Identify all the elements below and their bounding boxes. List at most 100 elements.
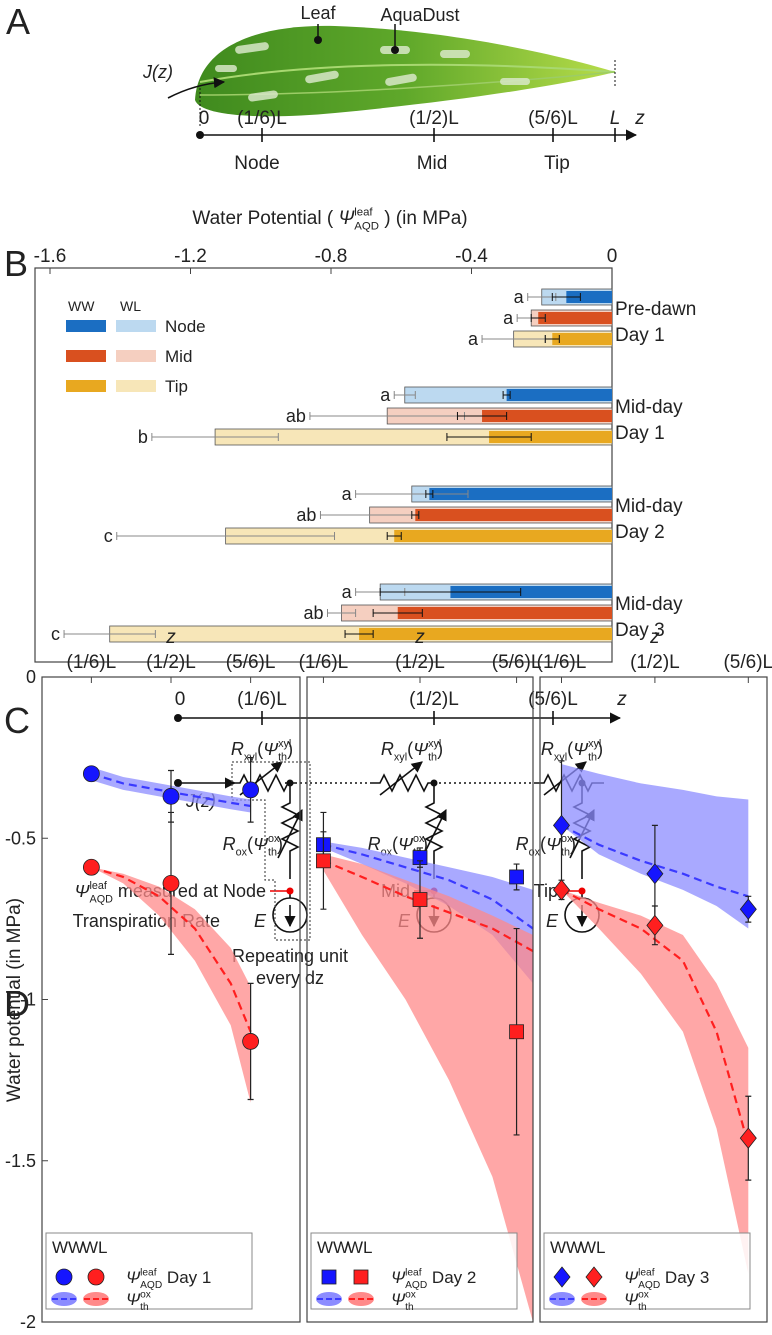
fit-line (560, 824, 749, 898)
legend-label: Ψleaf AQD Day 1 (126, 1267, 211, 1291)
resistor-label: Rxyl(Ψxyl th) (231, 738, 293, 764)
axis-tick-label: 0 (199, 108, 210, 129)
fit-line (91, 866, 252, 1033)
bar-ww (489, 431, 612, 443)
error-bar-ww (446, 433, 532, 441)
fit-band (323, 841, 533, 984)
fit-line (560, 888, 750, 1145)
category-label: Day 2 (615, 522, 665, 543)
error-bar-wl (63, 630, 156, 638)
axis-label: z (634, 108, 645, 129)
error-bar-wl (326, 609, 357, 617)
text-part: th (278, 751, 287, 763)
panel-label: C (4, 700, 30, 741)
legend-label: Ψox th (126, 1289, 151, 1313)
text-part: ) (597, 739, 603, 759)
text-part: ) (277, 834, 283, 854)
bar-ww (566, 291, 612, 303)
point (646, 914, 664, 936)
legend-swatch (116, 350, 156, 362)
bar-ww (552, 333, 612, 345)
significance-letter: ab (296, 505, 316, 525)
text-part: Ψ (413, 739, 429, 759)
text-part: ox (405, 1289, 416, 1300)
panel-label: A (6, 1, 30, 42)
text-part: Ψ (338, 208, 355, 229)
text-part: Ψ (624, 1268, 639, 1287)
category-label: Day 1 (615, 423, 665, 444)
point (82, 858, 100, 876)
note: Repeating unit (232, 946, 348, 966)
legend-header: WL (82, 1238, 108, 1257)
error-bar-wl (151, 433, 279, 441)
text-part: xyl (278, 738, 291, 750)
point (321, 1269, 337, 1285)
significance-letter: a (342, 484, 353, 504)
text-part: ox (236, 846, 248, 858)
point (55, 1268, 73, 1286)
error-bar-ww (379, 588, 522, 596)
text-part: Ψ (398, 834, 414, 854)
text-part: Ψ (624, 1290, 639, 1309)
text-part: th (405, 1302, 414, 1313)
error-bar-wl (355, 490, 469, 498)
text-part: ) (in MPa) (379, 208, 468, 229)
legend-header: WW (52, 1238, 84, 1257)
text-part: th (588, 751, 597, 763)
point (316, 853, 331, 869)
error-bar-ww (551, 293, 581, 301)
text-part: Ψ (253, 834, 269, 854)
legend-swatch (116, 320, 156, 332)
note: every dz (256, 968, 324, 988)
legend-swatch (66, 320, 106, 332)
point (552, 879, 571, 901)
y-tick-label: -2 (20, 1312, 36, 1332)
text-part: AQD (140, 1280, 162, 1291)
text-part: R (368, 834, 381, 854)
error-bar-ww (502, 391, 511, 399)
legend-header: WW (550, 1238, 582, 1257)
text-part: xyl (554, 751, 567, 763)
legend-header: WW (68, 298, 95, 314)
text-part: xyl (588, 738, 601, 750)
text-part: ox (268, 833, 280, 845)
fit-band (561, 889, 749, 1274)
chart-title: Water Potential ( Ψleaf AQD ) (in MPa) (192, 206, 467, 232)
x-tick-label: (1/6)L (537, 652, 587, 673)
significance-letter: a (503, 308, 514, 328)
text-part: R (541, 739, 554, 759)
significance-letter: ab (286, 406, 306, 426)
text-part: leaf (638, 1267, 655, 1278)
y-tick-label: -1.5 (5, 1151, 36, 1171)
text-part: Ψ (573, 739, 589, 759)
text-part: ) (422, 834, 428, 854)
point (162, 875, 180, 892)
position-label: Tip (544, 153, 570, 174)
legend-swatch (66, 350, 106, 362)
legend-frame (310, 1232, 518, 1310)
point (646, 863, 664, 885)
significance-letter: b (138, 427, 148, 447)
text-part: Ψ (75, 881, 91, 901)
text-part: xyl (394, 751, 407, 763)
text-part: ( (392, 834, 398, 854)
text-part: Water Potential ( (192, 208, 338, 229)
point (82, 765, 100, 783)
bar-ww (397, 607, 612, 619)
significance-letter: a (514, 287, 525, 307)
legend-label: Tip (165, 377, 188, 396)
error-bar-ww (344, 630, 374, 638)
text-part: leaf (405, 1267, 422, 1278)
fit-band (323, 854, 533, 1322)
x-tick-label: -1.2 (174, 246, 207, 267)
text-part: th (561, 846, 570, 858)
legend-header: WL (120, 298, 141, 314)
y-axis-label: Water potential (in MPa) (4, 898, 25, 1102)
text-part: R (516, 834, 529, 854)
significance-letter: ab (303, 603, 323, 623)
x-tick-label: (1/2)L (630, 652, 680, 673)
text-part: xyl (428, 738, 441, 750)
text-part: ox (140, 1289, 151, 1300)
